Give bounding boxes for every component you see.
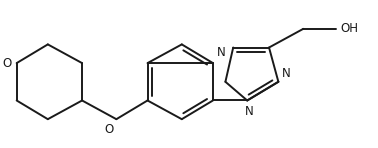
Text: N: N	[282, 67, 291, 80]
Text: O: O	[104, 123, 113, 136]
Text: N: N	[245, 105, 253, 118]
Text: N: N	[217, 46, 226, 59]
Text: OH: OH	[340, 22, 358, 35]
Text: O: O	[3, 57, 12, 70]
